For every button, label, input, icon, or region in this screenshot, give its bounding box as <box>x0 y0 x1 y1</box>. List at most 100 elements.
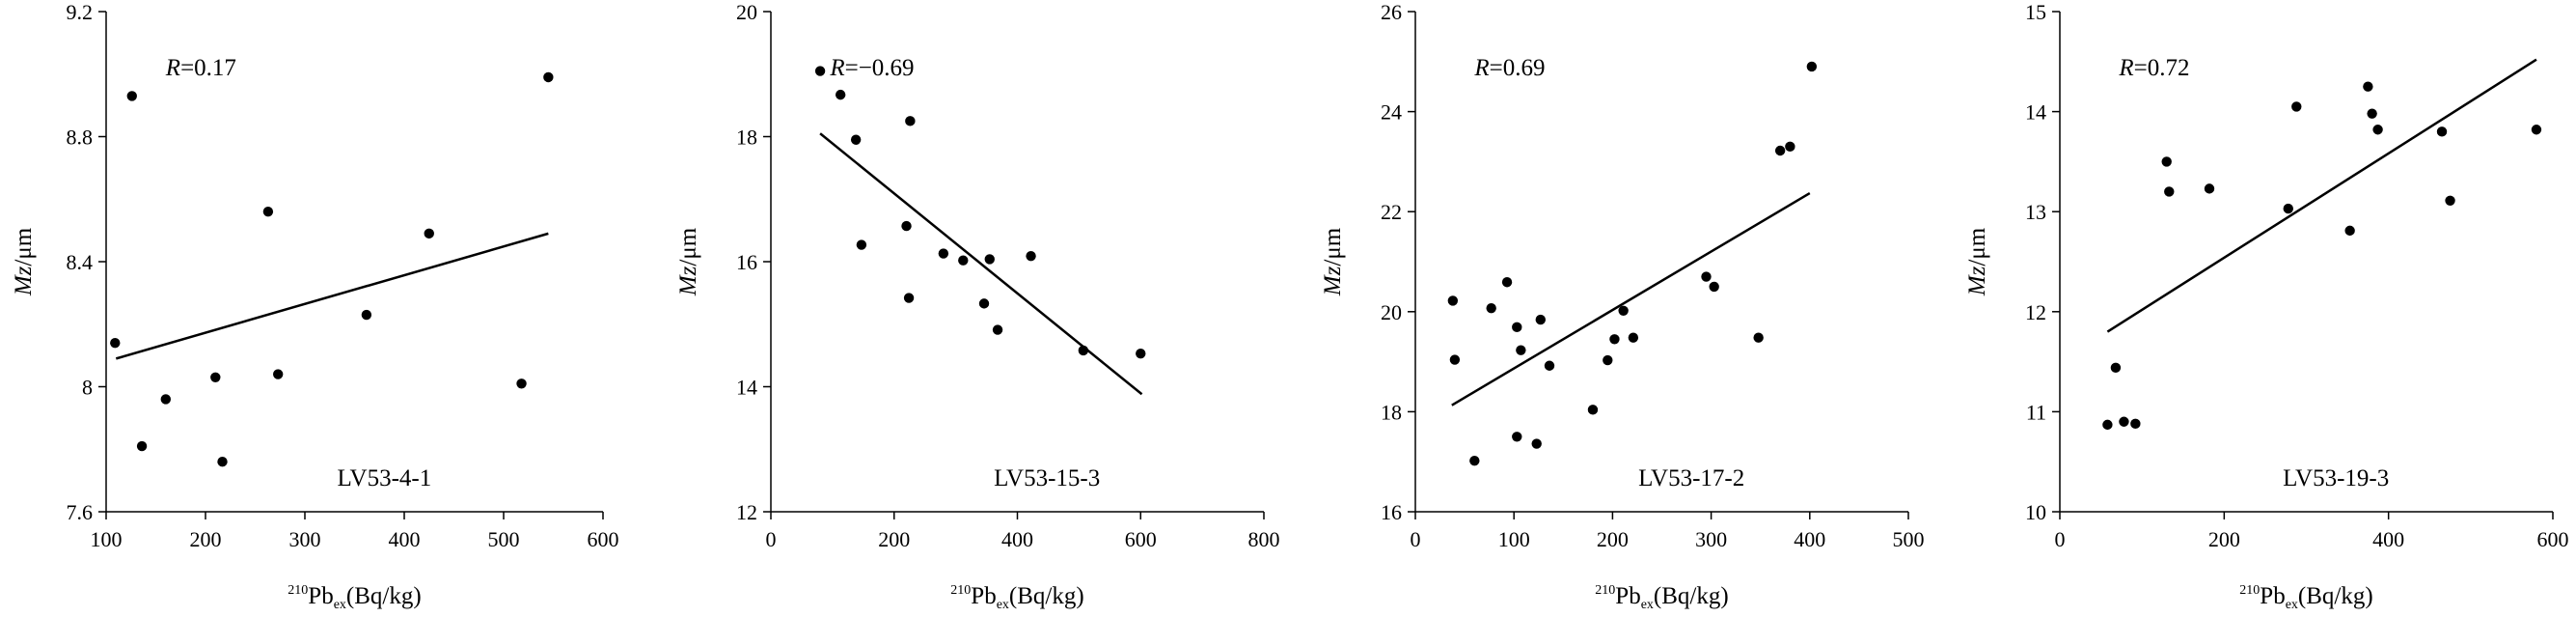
y-axis-title: Mz/μm <box>1320 227 1346 296</box>
correlation-label: R=−0.69 <box>829 55 914 81</box>
x-axis-title: 210Pbex(Bq/kg) <box>950 583 1083 612</box>
y-tick-label: 8.4 <box>67 250 94 274</box>
data-point <box>1512 322 1522 333</box>
y-tick-label: 15 <box>2025 0 2046 24</box>
correlation-label: R=0.17 <box>165 55 236 81</box>
data-point <box>210 372 221 382</box>
data-point <box>814 66 826 76</box>
data-point <box>272 369 284 379</box>
x-tick-label: 300 <box>1695 527 1727 551</box>
data-point <box>2291 101 2302 112</box>
data-point <box>1516 345 1526 355</box>
x-tick-label: 0 <box>766 527 777 551</box>
data-point <box>1603 354 1613 366</box>
data-point <box>516 379 527 389</box>
y-tick-label: 22 <box>1381 200 1402 224</box>
regression-line <box>819 132 1143 396</box>
y-tick-label: 18 <box>1381 400 1402 424</box>
x-tick-label: 600 <box>2537 527 2569 551</box>
sample-label: LV53-19-3 <box>2283 465 2389 491</box>
correlation-label: R=0.69 <box>1473 55 1545 81</box>
data-point <box>2110 362 2122 374</box>
x-axis-title: 210Pbex(Bq/kg) <box>2239 583 2372 612</box>
data-point <box>361 309 372 321</box>
sample-label: LV53-17-2 <box>1638 465 1744 491</box>
y-tick-label: 14 <box>736 376 757 400</box>
y-tick-label: 20 <box>736 0 757 24</box>
data-point <box>2363 81 2373 92</box>
data-point <box>2102 419 2113 431</box>
data-point <box>1447 295 1459 306</box>
data-point <box>1449 354 1461 365</box>
y-tick-label: 26 <box>1381 0 1402 24</box>
data-point <box>2204 183 2215 194</box>
data-point <box>543 71 554 83</box>
data-point <box>2164 186 2175 197</box>
x-tick-label: 200 <box>190 527 222 551</box>
data-point <box>1774 145 1786 156</box>
data-point <box>850 134 862 145</box>
data-point <box>2372 125 2383 135</box>
sample-label: LV53-15-3 <box>994 465 1100 491</box>
y-tick-label: 8.8 <box>67 126 94 150</box>
data-point <box>2283 203 2293 214</box>
data-point <box>217 457 228 467</box>
data-point <box>958 255 969 266</box>
x-tick-label: 0 <box>2055 527 2066 551</box>
data-point <box>984 254 995 265</box>
data-point <box>160 394 171 405</box>
data-point <box>1026 250 1036 262</box>
data-point <box>1709 281 1719 293</box>
y-tick-label: 16 <box>736 250 757 274</box>
y-axis-title: Mz/μm <box>1964 227 1990 296</box>
data-point <box>856 239 867 250</box>
y-axis-title: Mz/μm <box>675 227 701 296</box>
x-tick-label: 500 <box>1893 527 1925 551</box>
data-point <box>1609 334 1620 345</box>
sample-label: LV53-4-1 <box>338 465 432 491</box>
x-tick-label: 400 <box>2372 527 2404 551</box>
x-tick-label: 400 <box>1001 527 1033 551</box>
data-point <box>1701 271 1712 282</box>
data-point <box>1078 345 1089 356</box>
x-tick-label: 100 <box>91 527 123 551</box>
data-point <box>2531 125 2542 135</box>
y-tick-label: 14 <box>2025 100 2046 125</box>
data-point <box>2445 195 2455 207</box>
data-point <box>1806 61 1818 72</box>
data-point <box>978 298 990 309</box>
data-point <box>1544 360 1555 371</box>
data-point <box>1618 305 1629 316</box>
y-tick-label: 11 <box>2026 400 2046 424</box>
data-point <box>1136 348 1146 359</box>
x-axis-title: 210Pbex(Bq/kg) <box>288 583 421 612</box>
regression-line <box>1451 191 1811 407</box>
y-axis-title: Mz/μm <box>11 227 37 296</box>
x-tick-label: 100 <box>1498 527 1530 551</box>
x-axis-title: 210Pbex(Bq/kg) <box>1595 583 1728 612</box>
regression-line <box>115 232 549 360</box>
chart-panel-3: 16 18 20 22 24 26 0 100 200 300 400 500 R=0.69 LV53-1… <box>1320 0 1925 612</box>
data-point <box>1587 405 1599 415</box>
y-tick-label: 16 <box>1381 500 1402 524</box>
data-point <box>1469 455 1480 466</box>
data-point <box>1628 332 1639 343</box>
data-point <box>1785 141 1795 153</box>
data-point <box>992 324 1003 335</box>
data-point <box>2436 126 2448 137</box>
data-point <box>1535 314 1546 325</box>
x-tick-label: 300 <box>289 527 321 551</box>
data-point <box>903 293 915 303</box>
data-point <box>110 337 121 349</box>
y-tick-label: 13 <box>2025 200 2046 224</box>
data-point <box>2130 418 2141 430</box>
y-tick-label: 12 <box>736 500 757 524</box>
x-tick-label: 800 <box>1248 527 1280 551</box>
data-point <box>901 220 912 232</box>
y-tick-label: 9.2 <box>67 0 94 24</box>
x-tick-label: 600 <box>1125 527 1157 551</box>
x-tick-label: 400 <box>389 527 421 551</box>
